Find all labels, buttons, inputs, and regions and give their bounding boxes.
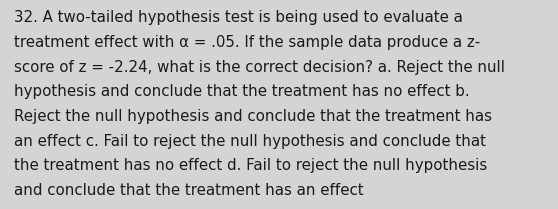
Text: an effect c. Fail to reject the null hypothesis and conclude that: an effect c. Fail to reject the null hyp… xyxy=(14,134,486,149)
Text: score of z = -2.24, what is the correct decision? a. Reject the null: score of z = -2.24, what is the correct … xyxy=(14,60,505,75)
Text: 32. A two-tailed hypothesis test is being used to evaluate a: 32. A two-tailed hypothesis test is bein… xyxy=(14,10,463,25)
Text: Reject the null hypothesis and conclude that the treatment has: Reject the null hypothesis and conclude … xyxy=(14,109,492,124)
Text: the treatment has no effect d. Fail to reject the null hypothesis: the treatment has no effect d. Fail to r… xyxy=(14,158,487,173)
Text: treatment effect with α = .05. If the sample data produce a z-: treatment effect with α = .05. If the sa… xyxy=(14,35,480,50)
Text: hypothesis and conclude that the treatment has no effect b.: hypothesis and conclude that the treatme… xyxy=(14,84,470,99)
Text: and conclude that the treatment has an effect: and conclude that the treatment has an e… xyxy=(14,183,364,198)
